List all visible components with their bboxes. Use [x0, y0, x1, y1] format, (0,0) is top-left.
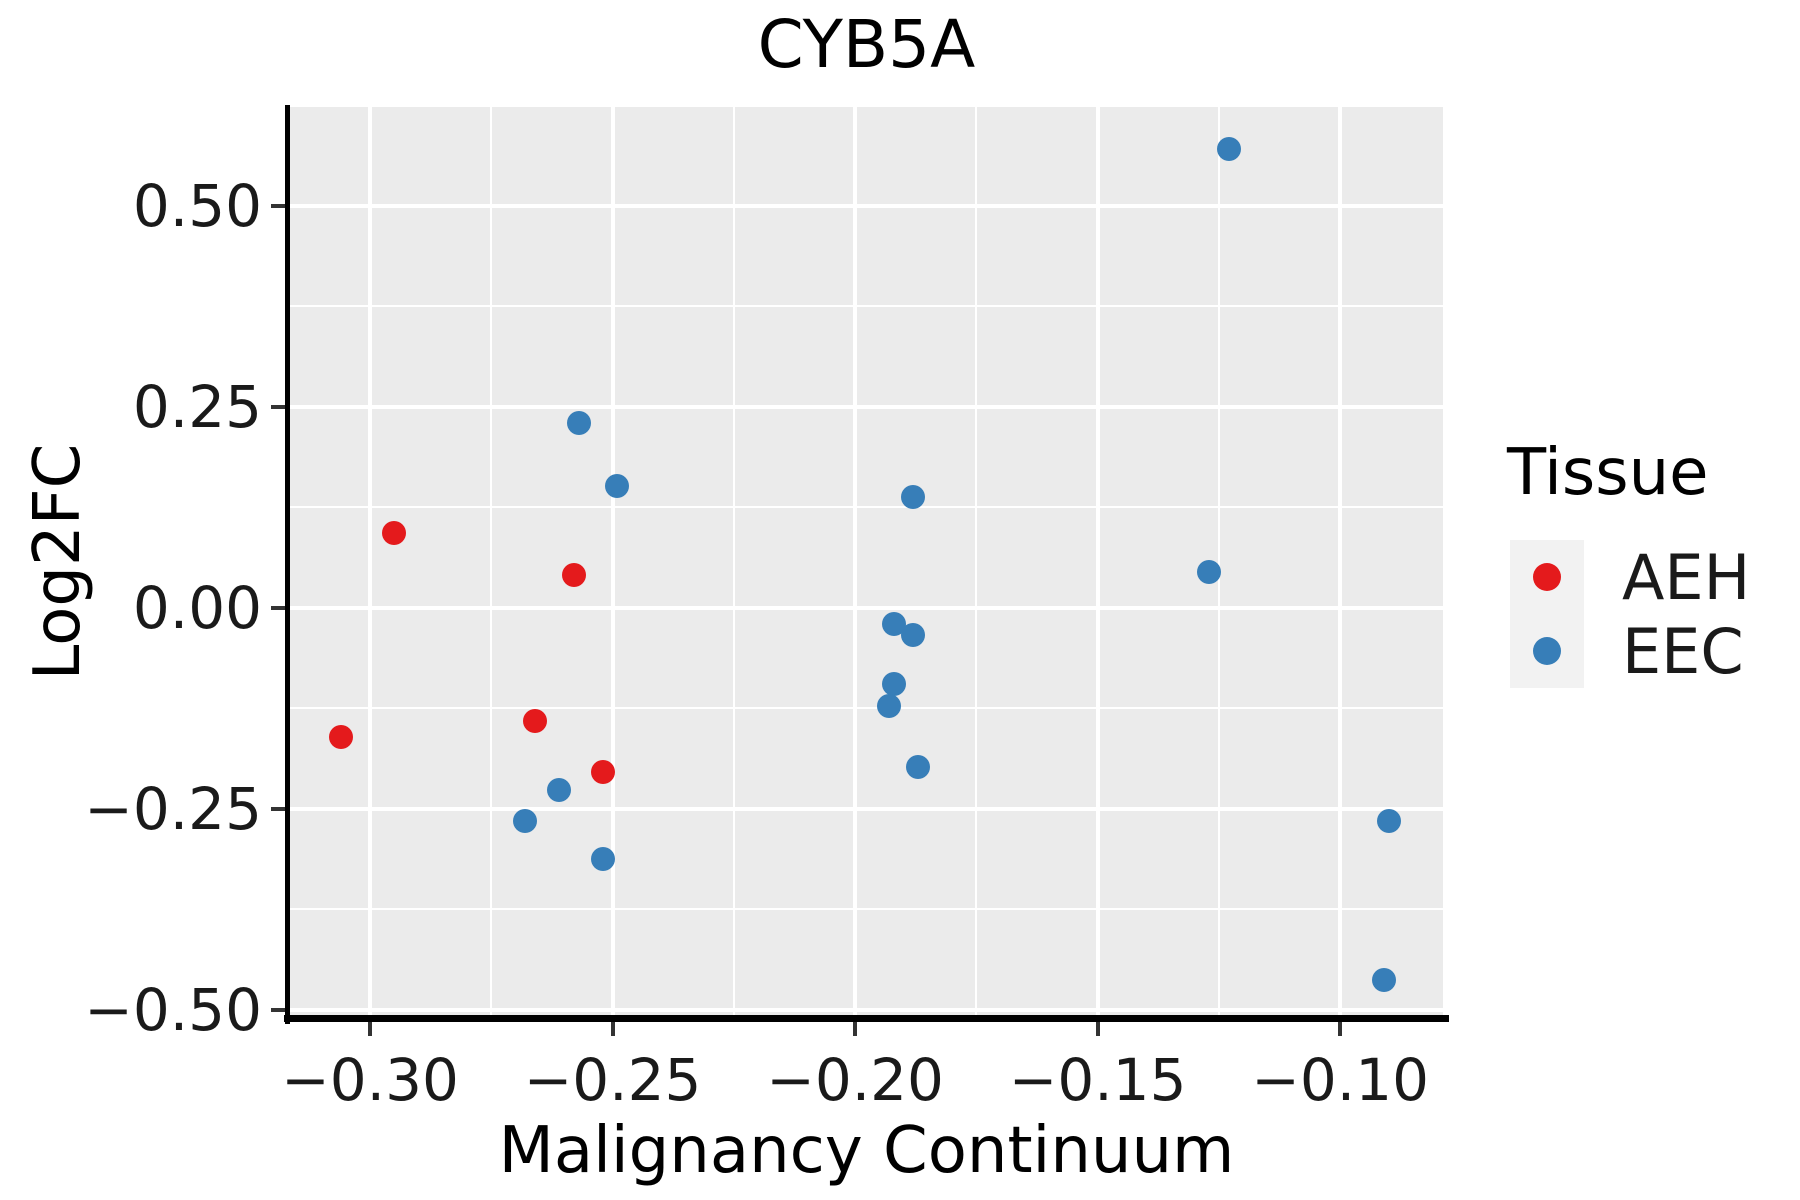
y-major-gridline — [290, 605, 1443, 610]
x-tick — [610, 1022, 615, 1036]
x-minor-gridline — [732, 107, 735, 1017]
y-tick — [271, 1007, 285, 1012]
x-tick-label: −0.25 — [523, 1046, 702, 1114]
x-major-gridline — [610, 107, 615, 1017]
x-major-gridline — [1095, 107, 1100, 1017]
data-point-eec — [566, 410, 591, 435]
x-minor-gridline — [975, 107, 978, 1017]
y-tick-label: 0.50 — [132, 171, 262, 240]
x-tick-label: −0.20 — [766, 1046, 944, 1114]
data-point-aeh — [522, 709, 547, 734]
x-tick-label: −0.15 — [1008, 1046, 1187, 1114]
legend-label: EEC — [1622, 614, 1744, 688]
data-point-aeh — [561, 562, 586, 587]
legend-item-eec: EEC — [1510, 614, 1750, 688]
y-axis-label: Log2FC — [21, 443, 95, 681]
data-point-aeh — [382, 521, 407, 546]
data-point-eec — [906, 754, 931, 779]
y-tick — [271, 203, 285, 208]
x-axis-spine — [284, 1015, 1449, 1022]
y-minor-gridline — [290, 707, 1443, 710]
data-point-eec — [901, 484, 926, 509]
y-minor-gridline — [290, 908, 1443, 911]
x-minor-gridline — [1217, 107, 1220, 1017]
y-tick — [271, 404, 285, 409]
data-point-eec — [881, 672, 906, 697]
x-tick-label: −0.10 — [1251, 1046, 1430, 1114]
data-point-eec — [513, 808, 538, 833]
x-tick — [368, 1022, 373, 1036]
y-tick-label: −0.25 — [84, 774, 262, 843]
data-point-eec — [877, 693, 902, 718]
data-point-eec — [1371, 968, 1396, 993]
y-major-gridline — [290, 806, 1443, 811]
legend: AEH EEC — [1510, 540, 1750, 688]
y-tick-label: −0.50 — [84, 975, 262, 1044]
data-point-eec — [901, 623, 926, 648]
y-tick — [271, 605, 285, 610]
data-point-eec — [1376, 808, 1401, 833]
y-axis-spine — [285, 105, 290, 1024]
data-point-eec — [590, 847, 615, 872]
y-major-gridline — [290, 203, 1443, 208]
x-minor-gridline — [490, 107, 493, 1017]
plot-panel — [290, 107, 1443, 1017]
data-point-eec — [1197, 560, 1222, 585]
x-major-gridline — [1338, 107, 1343, 1017]
data-point-aeh — [590, 759, 615, 784]
y-tick — [271, 806, 285, 811]
data-point-eec — [1216, 136, 1241, 161]
legend-dot-aeh-icon — [1533, 563, 1561, 591]
y-minor-gridline — [290, 305, 1443, 308]
y-major-gridline — [290, 1007, 1443, 1012]
chart-title: CYB5A — [757, 6, 976, 83]
x-tick — [853, 1022, 858, 1036]
data-point-eec — [547, 777, 572, 802]
legend-label: AEH — [1622, 540, 1751, 614]
x-major-gridline — [368, 107, 373, 1017]
y-tick-label: 0.25 — [132, 372, 262, 441]
legend-key — [1510, 614, 1584, 688]
x-major-gridline — [853, 107, 858, 1017]
legend-item-aeh: AEH — [1510, 540, 1750, 614]
legend-title: Tissue — [1507, 436, 1709, 510]
x-tick-label: −0.30 — [281, 1046, 459, 1114]
legend-dot-eec-icon — [1533, 637, 1561, 665]
y-minor-gridline — [290, 506, 1443, 509]
data-point-aeh — [328, 725, 353, 750]
x-tick — [1095, 1022, 1100, 1036]
x-tick — [1338, 1022, 1343, 1036]
data-point-eec — [605, 474, 630, 499]
legend-key — [1510, 540, 1584, 614]
x-axis-label: Malignancy Continuum — [498, 1114, 1235, 1188]
y-major-gridline — [290, 404, 1443, 409]
y-tick-label: 0.00 — [132, 573, 262, 642]
